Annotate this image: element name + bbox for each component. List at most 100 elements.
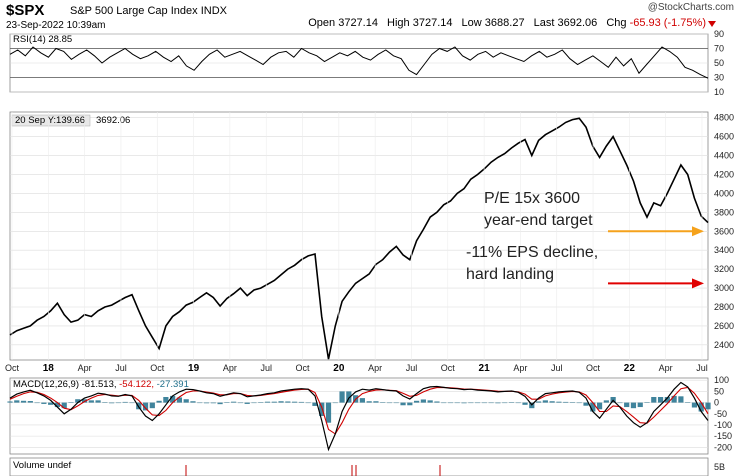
price-tick-label: 3400	[714, 245, 734, 255]
x-tick-label: Jul	[115, 363, 127, 373]
exchange-code: INDX	[200, 5, 227, 17]
chart-datetime: 23-Sep-2022 10:39am	[6, 20, 106, 31]
macd-histogram-bar	[95, 400, 101, 403]
price-panel: 2400 2600 2800 3000 3200 3400 3600 3800 4000 4200…	[9, 111, 734, 361]
macd-histogram-bar	[149, 402, 155, 409]
macd-histogram-bar	[34, 402, 40, 404]
volume-tick-label: 5B	[714, 462, 725, 472]
macd-histogram-bar	[630, 402, 637, 409]
red-arrow-head	[692, 278, 704, 289]
macd-tick-label: -150	[714, 431, 732, 441]
price-tick-label: 4400	[714, 151, 734, 161]
macd-histogram-bar	[508, 402, 515, 403]
chg-label: Chg	[606, 17, 627, 29]
price-label: 20 Sep Y:139.66	[15, 115, 85, 126]
macd-histogram-bar	[596, 402, 603, 410]
macd-histogram-bar	[407, 402, 413, 406]
open-label: Open	[308, 17, 336, 29]
x-tick-label: 22	[624, 363, 636, 374]
macd-histogram-bar	[461, 402, 467, 404]
macd-histogram-bar	[75, 399, 81, 403]
chg-value: -65.93 (-1.75%)	[629, 17, 706, 29]
price-last-value: 3692.06	[96, 115, 130, 126]
low-label: Low	[461, 17, 482, 29]
price-line	[9, 117, 709, 360]
price-tick-label: 4200	[714, 169, 734, 179]
instrument-full-name: S&P 500 Large Cap Index	[70, 5, 198, 17]
orange-arrow-head	[692, 226, 704, 237]
volume-frame	[9, 457, 709, 476]
macd-histogram-bar	[27, 401, 33, 403]
macd-histogram-bar	[576, 402, 582, 404]
macd-histogram-bar	[488, 402, 494, 404]
macd-histogram-bar	[163, 397, 169, 403]
macd-histogram-bar	[210, 402, 216, 404]
macd-histogram-bar	[522, 402, 528, 405]
rsi-tick-label: 30	[714, 73, 724, 83]
macd-histogram-bar	[373, 401, 379, 403]
macd-histogram-bar	[427, 400, 433, 403]
macd-tick-label: 100	[714, 375, 729, 385]
macd-histogram-bar	[305, 402, 311, 404]
open-value: 3727.14	[338, 17, 378, 29]
macd-histogram-bar	[325, 402, 332, 423]
macd-histogram-bar	[298, 401, 304, 403]
macd-histogram-bar	[183, 399, 189, 403]
x-tick-label: Jul	[696, 363, 708, 373]
macd-histogram-bar	[617, 402, 623, 404]
chart-header: $SPX S&P 500 Large Cap Index INDX 23-Sep…	[6, 2, 734, 32]
macd-tick-label: -100	[714, 420, 732, 430]
x-tick-label: Oct	[5, 363, 20, 373]
x-tick-label: Oct	[296, 363, 311, 373]
high-value: 3727.14	[412, 17, 453, 29]
macd-histogram-bar	[319, 402, 325, 416]
macd-histogram-bar	[685, 402, 691, 403]
macd-histogram-bar	[203, 402, 210, 404]
macd-value: -81.513,	[82, 379, 120, 390]
macd-histogram-bar	[332, 402, 338, 404]
macd-histogram-bar	[691, 402, 698, 408]
x-tick-label: Apr	[659, 363, 673, 373]
macd-histogram-bar	[441, 402, 447, 404]
macd-signal-value: -54.122,	[119, 379, 157, 390]
rsi-tick-label: 50	[714, 58, 724, 68]
macd-histogram-bar	[258, 402, 264, 403]
macd-histogram-bar	[366, 401, 372, 403]
macd-histogram-bar	[20, 400, 27, 403]
eps-annotation-line1: -11% EPS decline,	[466, 244, 598, 261]
macd-tick-label: -200	[714, 442, 732, 452]
macd-histogram-bar	[705, 402, 711, 410]
macd-line	[9, 381, 709, 452]
macd-histogram-bar	[380, 402, 386, 403]
macd-histogram-bar	[237, 402, 244, 404]
macd-histogram-bar	[271, 401, 277, 403]
macd-histogram-bar	[542, 400, 548, 403]
rsi-tick-label: 90	[714, 29, 724, 39]
macd-histogram-bar	[569, 402, 576, 403]
macd-histogram-bar	[156, 400, 162, 403]
price-tick-label: 4600	[714, 132, 734, 142]
macd-histogram-bar	[109, 402, 115, 404]
ticker-symbol: $SPX	[6, 2, 45, 19]
price-tick-label: 3800	[714, 207, 734, 217]
macd-histogram-bar	[115, 402, 122, 404]
x-axis: Oct 18 Apr Jul Oct 19 Apr Jul Oct 20 Apr Jul Oct 21 Ap…	[5, 112, 708, 374]
macd-histogram-bar	[664, 397, 670, 403]
macd-tick-label: 50	[714, 386, 724, 396]
macd-histogram-bar	[197, 402, 203, 404]
x-tick-label: 21	[479, 363, 491, 374]
macd-histogram-bar	[386, 402, 393, 404]
macd-histogram-bar	[535, 401, 542, 403]
x-tick-label: Oct	[150, 363, 165, 373]
x-tick-label: 20	[333, 363, 345, 374]
x-tick-label: Apr	[368, 363, 382, 373]
macd-histogram-bar	[231, 401, 237, 403]
macd-histogram-bar	[644, 402, 650, 403]
macd-histogram-bar	[41, 402, 47, 404]
price-tick-label: 3600	[714, 226, 734, 236]
price-tick-label: 2600	[714, 321, 734, 331]
macd-histogram-bar	[420, 399, 426, 403]
macd-histogram-bar	[495, 402, 501, 404]
macd-histogram-bar	[285, 401, 291, 403]
